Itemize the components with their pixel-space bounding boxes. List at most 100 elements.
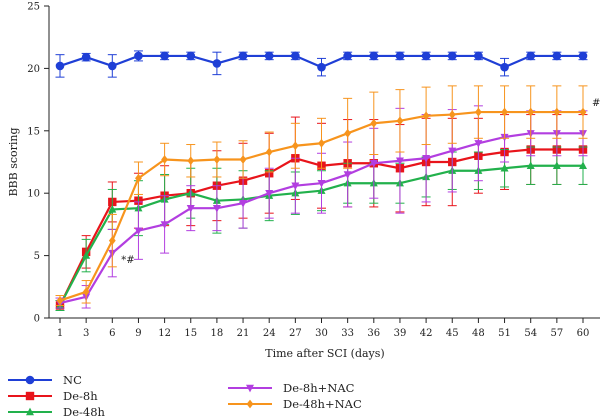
- significance-mark: #: [592, 98, 600, 109]
- data-point: [82, 287, 90, 297]
- data-point: [108, 61, 117, 71]
- data-point: [370, 118, 378, 128]
- legend-item-NC: NC: [8, 373, 82, 387]
- x-tick-label: 33: [341, 328, 354, 339]
- data-point: [395, 157, 404, 166]
- legend-label: De-48h: [63, 405, 106, 418]
- data-point: [213, 155, 221, 164]
- legend-marker: [25, 375, 35, 385]
- x-tick-label: 51: [498, 328, 511, 339]
- data-point: [526, 51, 535, 61]
- data-point: [108, 205, 117, 213]
- data-point: [135, 173, 142, 183]
- data-point: [395, 51, 405, 61]
- x-tick-label: 45: [446, 328, 459, 339]
- data-point: [552, 161, 561, 169]
- data-point: [448, 110, 456, 119]
- x-tick-label: 6: [109, 328, 115, 339]
- x-tick-label: 21: [237, 328, 250, 339]
- legend-label: De-48h+NAC: [283, 397, 362, 411]
- x-tick-label: 48: [472, 328, 485, 339]
- y-tick-label: 0: [34, 314, 40, 325]
- y-tick-label: 25: [27, 2, 40, 13]
- x-axis-title: Time after SCI (days): [265, 347, 384, 360]
- legend-label: De-8h+NAC: [283, 381, 355, 395]
- x-tick-label: 39: [394, 328, 407, 339]
- data-point: [108, 236, 116, 246]
- x-tick-label: 27: [289, 328, 302, 339]
- y-tick-label: 5: [34, 251, 40, 262]
- y-tick-label: 15: [27, 126, 40, 137]
- legend-label: NC: [63, 373, 82, 387]
- data-point: [82, 251, 91, 259]
- data-point: [526, 161, 535, 169]
- data-point: [291, 51, 300, 61]
- legend: NC De-8h De-48h De-8h+NAC De-48h+NAC: [8, 373, 362, 418]
- data-point: [447, 51, 457, 61]
- annotations: *# #: [121, 98, 600, 266]
- data-point: [317, 180, 326, 188]
- data-point: [317, 62, 326, 72]
- x-tick-label: 15: [184, 328, 197, 339]
- x-tick-label: 24: [263, 328, 276, 339]
- data-point: [265, 147, 273, 157]
- data-point: [500, 163, 509, 172]
- legend-label: De-8h: [63, 389, 98, 403]
- legend-item-De-48h+NAC: De-48h+NAC: [228, 397, 362, 411]
- x-tick-label: 42: [420, 328, 433, 339]
- series-NC: [55, 50, 588, 78]
- data-point: [318, 138, 325, 148]
- data-point: [475, 107, 482, 117]
- data-point: [369, 51, 379, 61]
- data-point: [500, 62, 509, 72]
- y-tick-label: 10: [27, 189, 40, 200]
- x-tick-label: 36: [367, 328, 380, 339]
- series-lines: [55, 50, 588, 312]
- series-De-48h+NAC: [55, 85, 588, 307]
- legend-item-De-8h: De-8h: [8, 389, 98, 403]
- data-point: [579, 161, 587, 169]
- x-tick-label: 18: [211, 328, 224, 339]
- x-tick-label: 9: [135, 328, 141, 339]
- data-point: [186, 204, 195, 213]
- x-tick-label: 57: [550, 328, 563, 339]
- data-point: [212, 204, 221, 213]
- legend-item-De-8h+NAC: De-8h+NAC: [228, 381, 355, 395]
- data-point: [160, 51, 169, 61]
- legend-marker: [25, 391, 35, 401]
- data-point: [239, 155, 247, 164]
- data-point: [369, 160, 378, 168]
- legend-item-De-48h: De-48h: [8, 405, 106, 418]
- data-point: [265, 190, 274, 198]
- x-tick-label: 3: [83, 328, 89, 339]
- data-point: [160, 221, 169, 229]
- data-point: [501, 107, 508, 117]
- data-point: [422, 155, 431, 163]
- data-point: [239, 199, 248, 208]
- data-point: [134, 51, 143, 61]
- data-point: [161, 155, 168, 164]
- data-point: [56, 296, 64, 305]
- y-tick-label: 20: [27, 64, 40, 75]
- legend-marker: [26, 407, 34, 416]
- data-point: [291, 141, 299, 151]
- data-point: [579, 107, 587, 117]
- data-point: [422, 111, 430, 121]
- data-point: [186, 51, 196, 61]
- data-point: [396, 116, 404, 126]
- x-tick-label: 54: [524, 328, 537, 339]
- data-point: [474, 51, 483, 61]
- data-point: [238, 51, 248, 61]
- x-tick-label: 12: [158, 328, 171, 339]
- legend-marker: [246, 399, 254, 409]
- x-tick-label: 30: [315, 328, 328, 339]
- data-point: [343, 171, 352, 179]
- data-point: [553, 107, 561, 117]
- data-point: [291, 182, 300, 191]
- data-point: [448, 147, 457, 156]
- x-tick-label: 60: [577, 328, 590, 339]
- y-axis-title: BBB scoring: [7, 127, 20, 196]
- data-point: [55, 61, 65, 71]
